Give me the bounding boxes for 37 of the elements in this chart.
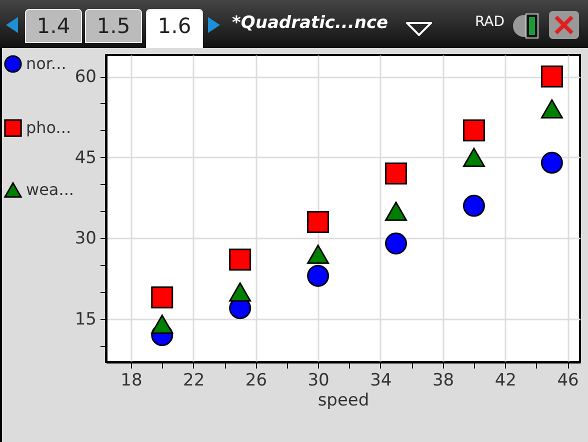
point <box>151 286 174 308</box>
point <box>307 244 330 264</box>
point <box>540 152 563 174</box>
point <box>385 232 408 254</box>
legend-label: pho... <box>26 118 72 137</box>
point <box>307 264 330 287</box>
x-tick-label: 26 <box>245 370 268 390</box>
point <box>385 202 408 221</box>
legend-label: wea... <box>26 180 74 199</box>
y-tick-label: 60 <box>74 67 96 88</box>
point <box>462 119 485 142</box>
point <box>540 99 563 118</box>
y-tick-label: 15 <box>74 309 96 330</box>
y-tick-label: 30 <box>74 228 96 249</box>
x-tick-label: 34 <box>370 370 392 390</box>
point <box>229 282 252 302</box>
x-tick-label: 18 <box>120 370 142 390</box>
text: 1.6 <box>146 9 203 50</box>
y-tick-label: 45 <box>74 148 96 168</box>
x-tick-label: 30 <box>308 370 330 390</box>
x-axis-title: speed <box>318 390 370 410</box>
point <box>540 66 563 88</box>
x-tick-label: 42 <box>494 370 516 390</box>
point <box>462 148 485 167</box>
text: *Quadratic...nce <box>232 13 388 33</box>
text: RAD <box>475 14 505 30</box>
point <box>385 162 408 184</box>
x-tick-label: 22 <box>182 370 205 390</box>
point <box>229 248 252 271</box>
x-tick-label: 38 <box>432 370 454 390</box>
text: 1.4 <box>25 9 82 43</box>
legend-label: nor... <box>26 54 66 73</box>
point <box>307 210 330 233</box>
text: 1.5 <box>85 9 142 43</box>
point <box>462 194 485 217</box>
point <box>151 314 174 334</box>
x-tick-label: 46 <box>557 370 579 390</box>
